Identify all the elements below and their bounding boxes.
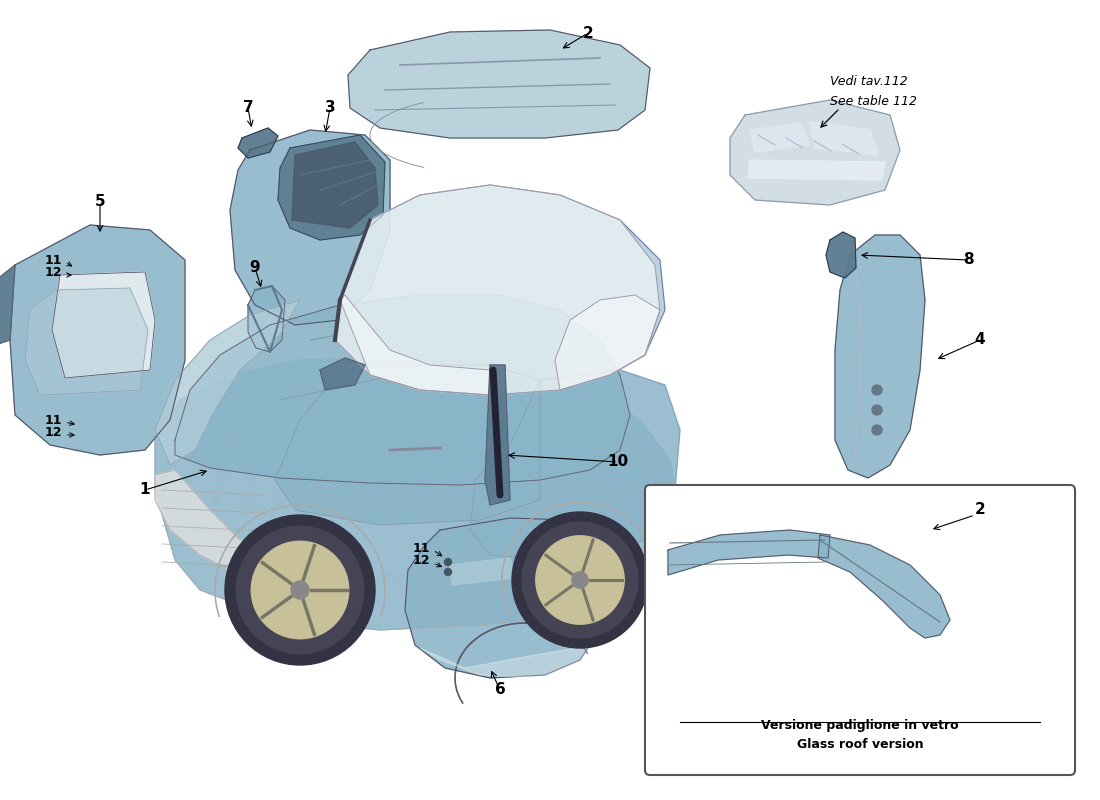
- Circle shape: [872, 425, 882, 435]
- Polygon shape: [248, 286, 285, 352]
- Text: Vedi tav.112
See table 112: Vedi tav.112 See table 112: [830, 75, 917, 108]
- Polygon shape: [155, 358, 680, 630]
- Circle shape: [292, 581, 309, 599]
- Polygon shape: [420, 645, 595, 678]
- Polygon shape: [52, 272, 155, 378]
- Polygon shape: [0, 265, 15, 345]
- FancyBboxPatch shape: [645, 485, 1075, 775]
- Circle shape: [536, 536, 624, 624]
- Text: 8: 8: [962, 253, 974, 267]
- Polygon shape: [835, 235, 925, 478]
- Circle shape: [872, 385, 882, 395]
- Text: a passion for parts since 1985: a passion for parts since 1985: [232, 555, 569, 605]
- Polygon shape: [336, 185, 666, 395]
- Polygon shape: [175, 295, 630, 485]
- Polygon shape: [340, 295, 490, 395]
- Circle shape: [572, 572, 588, 588]
- Text: elusive: elusive: [150, 430, 491, 550]
- Text: 4: 4: [975, 333, 986, 347]
- Polygon shape: [730, 100, 900, 205]
- Polygon shape: [230, 130, 390, 325]
- Polygon shape: [750, 123, 810, 152]
- Polygon shape: [668, 530, 830, 575]
- Circle shape: [236, 526, 364, 654]
- Polygon shape: [485, 365, 510, 505]
- Text: 2: 2: [975, 502, 986, 518]
- Polygon shape: [748, 160, 886, 180]
- Text: 12: 12: [44, 266, 62, 279]
- Circle shape: [522, 522, 638, 638]
- Polygon shape: [556, 295, 660, 390]
- Circle shape: [251, 542, 349, 638]
- Text: 6: 6: [495, 682, 505, 698]
- Polygon shape: [275, 365, 540, 525]
- Polygon shape: [826, 232, 856, 278]
- Polygon shape: [278, 135, 385, 240]
- Polygon shape: [810, 122, 878, 155]
- Circle shape: [226, 515, 375, 665]
- Polygon shape: [320, 358, 365, 390]
- Polygon shape: [470, 370, 680, 560]
- Polygon shape: [405, 518, 605, 678]
- Text: 11: 11: [44, 254, 62, 266]
- Polygon shape: [10, 225, 185, 455]
- Text: 1: 1: [140, 482, 151, 498]
- Text: 5: 5: [95, 194, 106, 210]
- Polygon shape: [25, 288, 149, 395]
- Text: 11: 11: [44, 414, 62, 426]
- Text: 11: 11: [412, 542, 430, 554]
- Text: Versione padiglione in vetro
Glass roof version: Versione padiglione in vetro Glass roof …: [761, 719, 959, 751]
- Circle shape: [444, 558, 451, 566]
- Polygon shape: [348, 30, 650, 138]
- Polygon shape: [292, 142, 378, 228]
- Circle shape: [512, 512, 648, 648]
- Circle shape: [872, 405, 882, 415]
- Text: 2: 2: [583, 26, 593, 41]
- Text: 12: 12: [44, 426, 62, 439]
- Polygon shape: [238, 128, 278, 158]
- Polygon shape: [336, 185, 660, 395]
- Polygon shape: [450, 558, 515, 585]
- Polygon shape: [155, 300, 300, 465]
- Text: 10: 10: [607, 454, 628, 470]
- Circle shape: [444, 569, 451, 575]
- Text: 9: 9: [250, 261, 261, 275]
- Text: 12: 12: [412, 554, 430, 567]
- Text: 3: 3: [324, 101, 336, 115]
- Text: 7: 7: [243, 101, 253, 115]
- Polygon shape: [818, 535, 950, 638]
- Polygon shape: [155, 470, 285, 590]
